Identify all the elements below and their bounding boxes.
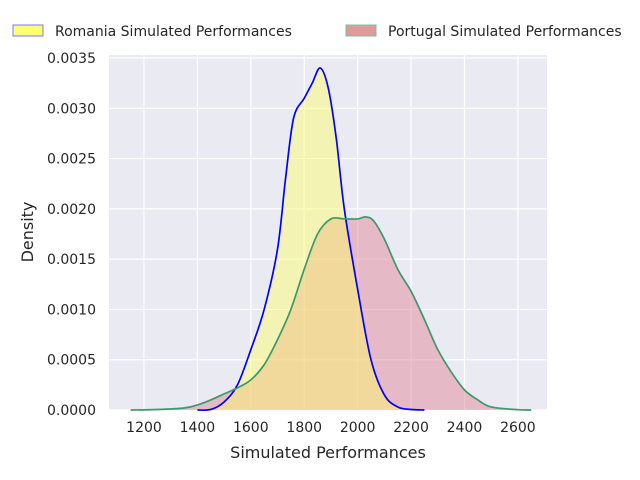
x-tick-label: 1800	[286, 420, 322, 436]
legend-swatch-romania	[12, 24, 44, 37]
romania-density-fill	[197, 68, 425, 411]
x-tick-label: 2200	[393, 420, 429, 436]
x-axis-label: Simulated Performances	[230, 443, 426, 462]
portugal-density-fill	[130, 216, 532, 411]
x-tick-label: 2600	[500, 420, 536, 436]
x-tick-label: 1400	[180, 420, 216, 436]
legend-label-portugal: Portugal Simulated Performances	[388, 24, 622, 40]
y-tick-label: 0.0025	[47, 152, 96, 168]
y-tick-label: 0.0030	[47, 101, 96, 117]
y-tick-label: 0.0005	[47, 353, 96, 369]
y-axis-label: Density	[18, 202, 37, 263]
y-tick-label: 0.0020	[47, 202, 96, 218]
y-tick-label: 0.0015	[47, 252, 96, 268]
legend-swatch-portugal	[345, 24, 377, 37]
portugal-density-line	[130, 216, 532, 411]
y-tick-label: 0.0000	[47, 403, 96, 419]
x-tick-label: 1200	[126, 420, 162, 436]
y-tick-label: 0.0035	[47, 51, 96, 67]
y-tick-label: 0.0010	[47, 302, 96, 318]
legend: Romania Simulated Performances Portugal …	[12, 24, 622, 40]
x-tick-label: 1600	[233, 420, 269, 436]
romania-density-line	[197, 67, 425, 412]
x-tick-label: 2400	[447, 420, 483, 436]
legend-label-romania: Romania Simulated Performances	[55, 24, 292, 40]
x-tick-label: 2000	[340, 420, 376, 436]
